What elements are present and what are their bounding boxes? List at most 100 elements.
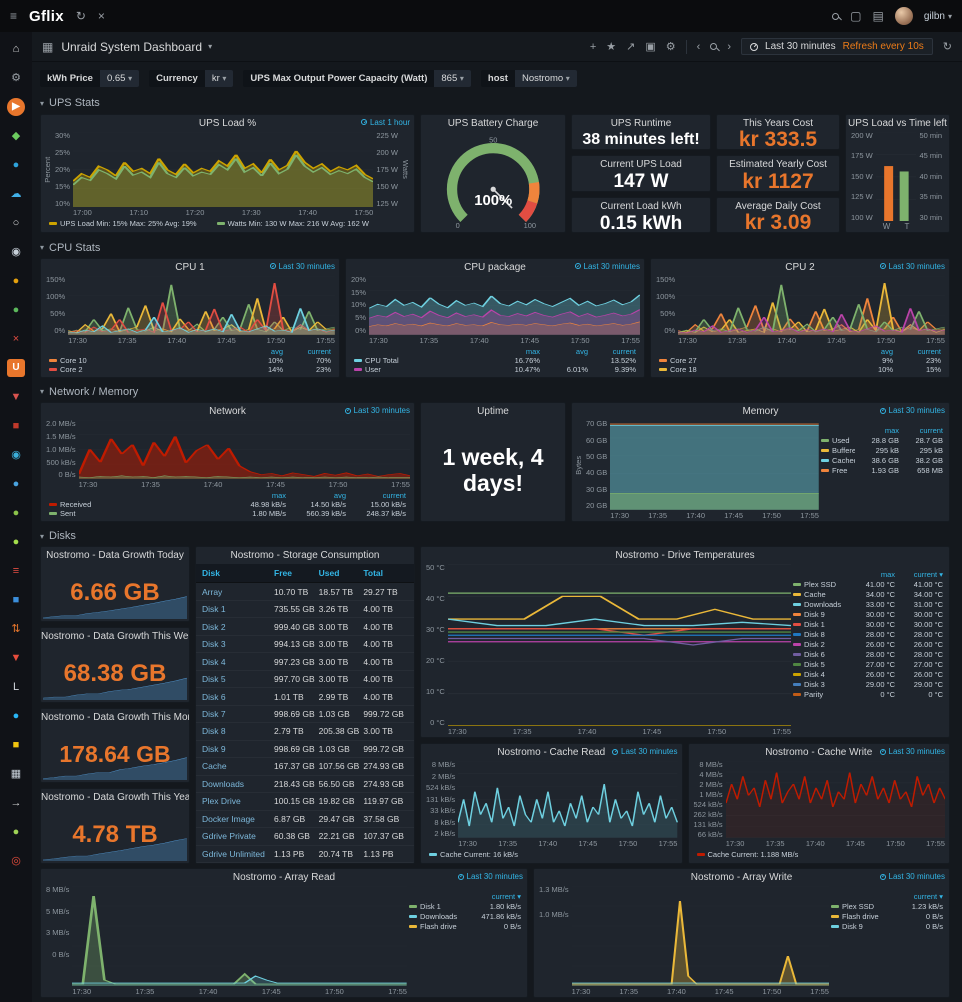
time-forward-icon[interactable]: › bbox=[727, 40, 732, 53]
legend-column-header[interactable]: avg bbox=[575, 346, 588, 356]
variable-value-dropdown[interactable]: Nostromo ▾ bbox=[514, 70, 577, 87]
variable-value-dropdown[interactable]: kr ▾ bbox=[204, 70, 234, 87]
time-picker[interactable]: Last 30 minutes Refresh every 10s bbox=[741, 38, 933, 55]
zoom-out-icon[interactable] bbox=[710, 43, 718, 50]
panel-title[interactable]: Estimated Yearly Cost bbox=[729, 159, 827, 171]
panel-title[interactable]: Nostromo - Cache Read bbox=[497, 747, 606, 759]
legend-series-name[interactable]: Sent bbox=[49, 509, 226, 518]
bars-area[interactable] bbox=[875, 131, 917, 222]
red-box-app-icon[interactable]: ■ bbox=[12, 419, 20, 432]
column-header[interactable]: Disk bbox=[202, 568, 220, 579]
panel-title[interactable]: UPS Load vs Time left bbox=[848, 117, 947, 129]
preferences-gear-icon[interactable]: ⚙ bbox=[11, 71, 21, 84]
panel-title[interactable]: Memory bbox=[742, 406, 779, 418]
legend-series-name[interactable]: Disk 6 bbox=[793, 650, 847, 659]
panel-title[interactable]: Nostromo - Drive Temperatures bbox=[615, 550, 755, 562]
water-drop-app-icon[interactable]: ● bbox=[12, 709, 20, 722]
legend-series-name[interactable]: Parity bbox=[793, 690, 847, 699]
legend-series-name[interactable]: Core 10 bbox=[49, 356, 235, 365]
green-leaf-app-icon[interactable]: ● bbox=[12, 506, 20, 519]
refresh-icon[interactable]: ↻ bbox=[75, 9, 86, 23]
cloud-app-icon[interactable]: ☁ bbox=[10, 187, 22, 200]
blue-square-app-icon[interactable]: ■ bbox=[12, 593, 20, 606]
legend-column-header[interactable]: current bbox=[612, 346, 636, 356]
time-back-icon[interactable]: ‹ bbox=[696, 40, 701, 53]
legend-column-header[interactable]: current bbox=[917, 346, 941, 356]
legend-series-name[interactable]: Core 18 bbox=[659, 365, 845, 374]
display-icon[interactable]: ▤ bbox=[872, 9, 884, 23]
legend-series-name[interactable]: Plex SSD bbox=[793, 580, 847, 589]
plot-area[interactable] bbox=[678, 275, 945, 335]
panel-title[interactable]: Nostromo - Data Growth This Year bbox=[41, 792, 189, 804]
close-icon[interactable]: × bbox=[97, 9, 105, 23]
dashboard-settings-icon[interactable]: ⚙ bbox=[665, 41, 676, 53]
legend-series-name[interactable]: Downloads bbox=[793, 600, 847, 609]
play-circle-app-icon[interactable]: ▶ bbox=[7, 98, 25, 116]
legend-series-name[interactable]: User bbox=[354, 365, 492, 374]
lime-app-icon[interactable]: ● bbox=[12, 535, 20, 548]
legend-series-name[interactable]: Disk 9 bbox=[793, 610, 847, 619]
column-header[interactable]: Free bbox=[274, 568, 292, 579]
panel-title[interactable]: UPS Battery Charge bbox=[447, 117, 539, 129]
legend-column-header[interactable]: max bbox=[525, 346, 540, 356]
star-icon[interactable]: ★ bbox=[606, 41, 617, 53]
search-icon[interactable] bbox=[832, 12, 840, 20]
plot-area[interactable] bbox=[725, 761, 945, 839]
plot-area[interactable] bbox=[447, 564, 791, 727]
panel-title[interactable]: Nostromo - Storage Consumption bbox=[230, 550, 380, 562]
home-icon[interactable]: ⌂ bbox=[12, 42, 20, 55]
legend-series-name[interactable]: Used bbox=[821, 436, 855, 445]
row-header-cpu-stats[interactable]: ▾ CPU Stats bbox=[40, 239, 950, 256]
legend-series[interactable]: UPS Load Min: 15% Max: 25% Avg: 19% bbox=[49, 219, 197, 228]
user-menu[interactable]: gilbn ▾ bbox=[924, 11, 952, 22]
column-header[interactable]: Used bbox=[318, 568, 340, 579]
lazy-app-icon[interactable]: L bbox=[12, 680, 20, 693]
legend-column-header[interactable]: avg bbox=[880, 346, 893, 356]
legend-series-name[interactable]: CPU Total bbox=[354, 356, 492, 365]
plot-area[interactable] bbox=[458, 761, 678, 839]
legend-series-name[interactable]: Downloads bbox=[409, 912, 465, 921]
panel-title[interactable]: Uptime bbox=[477, 406, 509, 418]
panel-title[interactable]: CPU package bbox=[464, 261, 526, 273]
github-app-icon[interactable]: ● bbox=[12, 825, 20, 838]
panel-title[interactable]: Nostromo - Data Growth This Week bbox=[41, 631, 189, 643]
menu-icon[interactable]: ≡ bbox=[10, 9, 18, 23]
legend-series-name[interactable]: Buffered bbox=[821, 446, 855, 455]
legend-series-name[interactable]: Cached bbox=[821, 456, 855, 465]
blue-drop-app-icon[interactable]: ● bbox=[12, 477, 20, 490]
legend-column-header[interactable]: avg bbox=[270, 346, 283, 356]
share-icon[interactable]: ↗ bbox=[626, 41, 636, 53]
panel-title[interactable]: UPS Runtime bbox=[610, 117, 672, 129]
panel-title[interactable]: CPU 2 bbox=[785, 261, 815, 273]
green-diamond-app-icon[interactable]: ◆ bbox=[11, 129, 21, 142]
legend-series-name[interactable]: Flash drive bbox=[831, 912, 887, 921]
legend-series-name[interactable]: Disk 1 bbox=[793, 620, 847, 629]
plot-area[interactable] bbox=[72, 886, 407, 987]
add-panel-icon[interactable]: + bbox=[589, 40, 597, 53]
panel-title[interactable]: This Years Cost bbox=[742, 117, 814, 129]
panel-title[interactable]: Nostromo - Data Growth Today bbox=[46, 550, 184, 562]
plot-area[interactable] bbox=[610, 420, 819, 510]
legend-column-header[interactable]: avg bbox=[333, 490, 346, 500]
panel-title[interactable]: Current Load kWh bbox=[600, 200, 682, 212]
blue-circle-app-icon[interactable]: ● bbox=[12, 158, 20, 171]
legend-column-header[interactable]: current bbox=[307, 346, 331, 356]
legend-series-name[interactable]: Plex SSD bbox=[831, 902, 887, 911]
plot-area[interactable] bbox=[78, 420, 410, 479]
legend-series[interactable]: Cache Current: 16 kB/s bbox=[429, 850, 518, 859]
legend-series-name[interactable]: Free bbox=[821, 466, 855, 475]
legend-series-name[interactable]: Disk 9 bbox=[831, 922, 887, 931]
green-circle-app-icon[interactable]: ● bbox=[12, 303, 20, 316]
plot-area[interactable] bbox=[571, 886, 829, 987]
legend-series[interactable]: Cache Current: 1.188 MB/s bbox=[696, 850, 798, 859]
legend-column-header[interactable]: current ▾ bbox=[491, 892, 521, 902]
variable-value-dropdown[interactable]: 0.65 ▾ bbox=[99, 70, 140, 87]
unraid-app-icon[interactable]: U bbox=[7, 359, 25, 377]
red-target-app-icon[interactable]: ◎ bbox=[11, 854, 21, 867]
legend-series-name[interactable]: Received bbox=[49, 500, 226, 509]
snapshot-icon[interactable]: ▣ bbox=[645, 41, 656, 53]
dashboard-title-dropdown[interactable]: Unraid System Dashboard ▾ bbox=[61, 40, 212, 54]
panel-title[interactable]: UPS Load % bbox=[198, 117, 257, 129]
legend-column-header[interactable]: max bbox=[884, 426, 899, 436]
legend-series-name[interactable]: Disk 2 bbox=[793, 640, 847, 649]
